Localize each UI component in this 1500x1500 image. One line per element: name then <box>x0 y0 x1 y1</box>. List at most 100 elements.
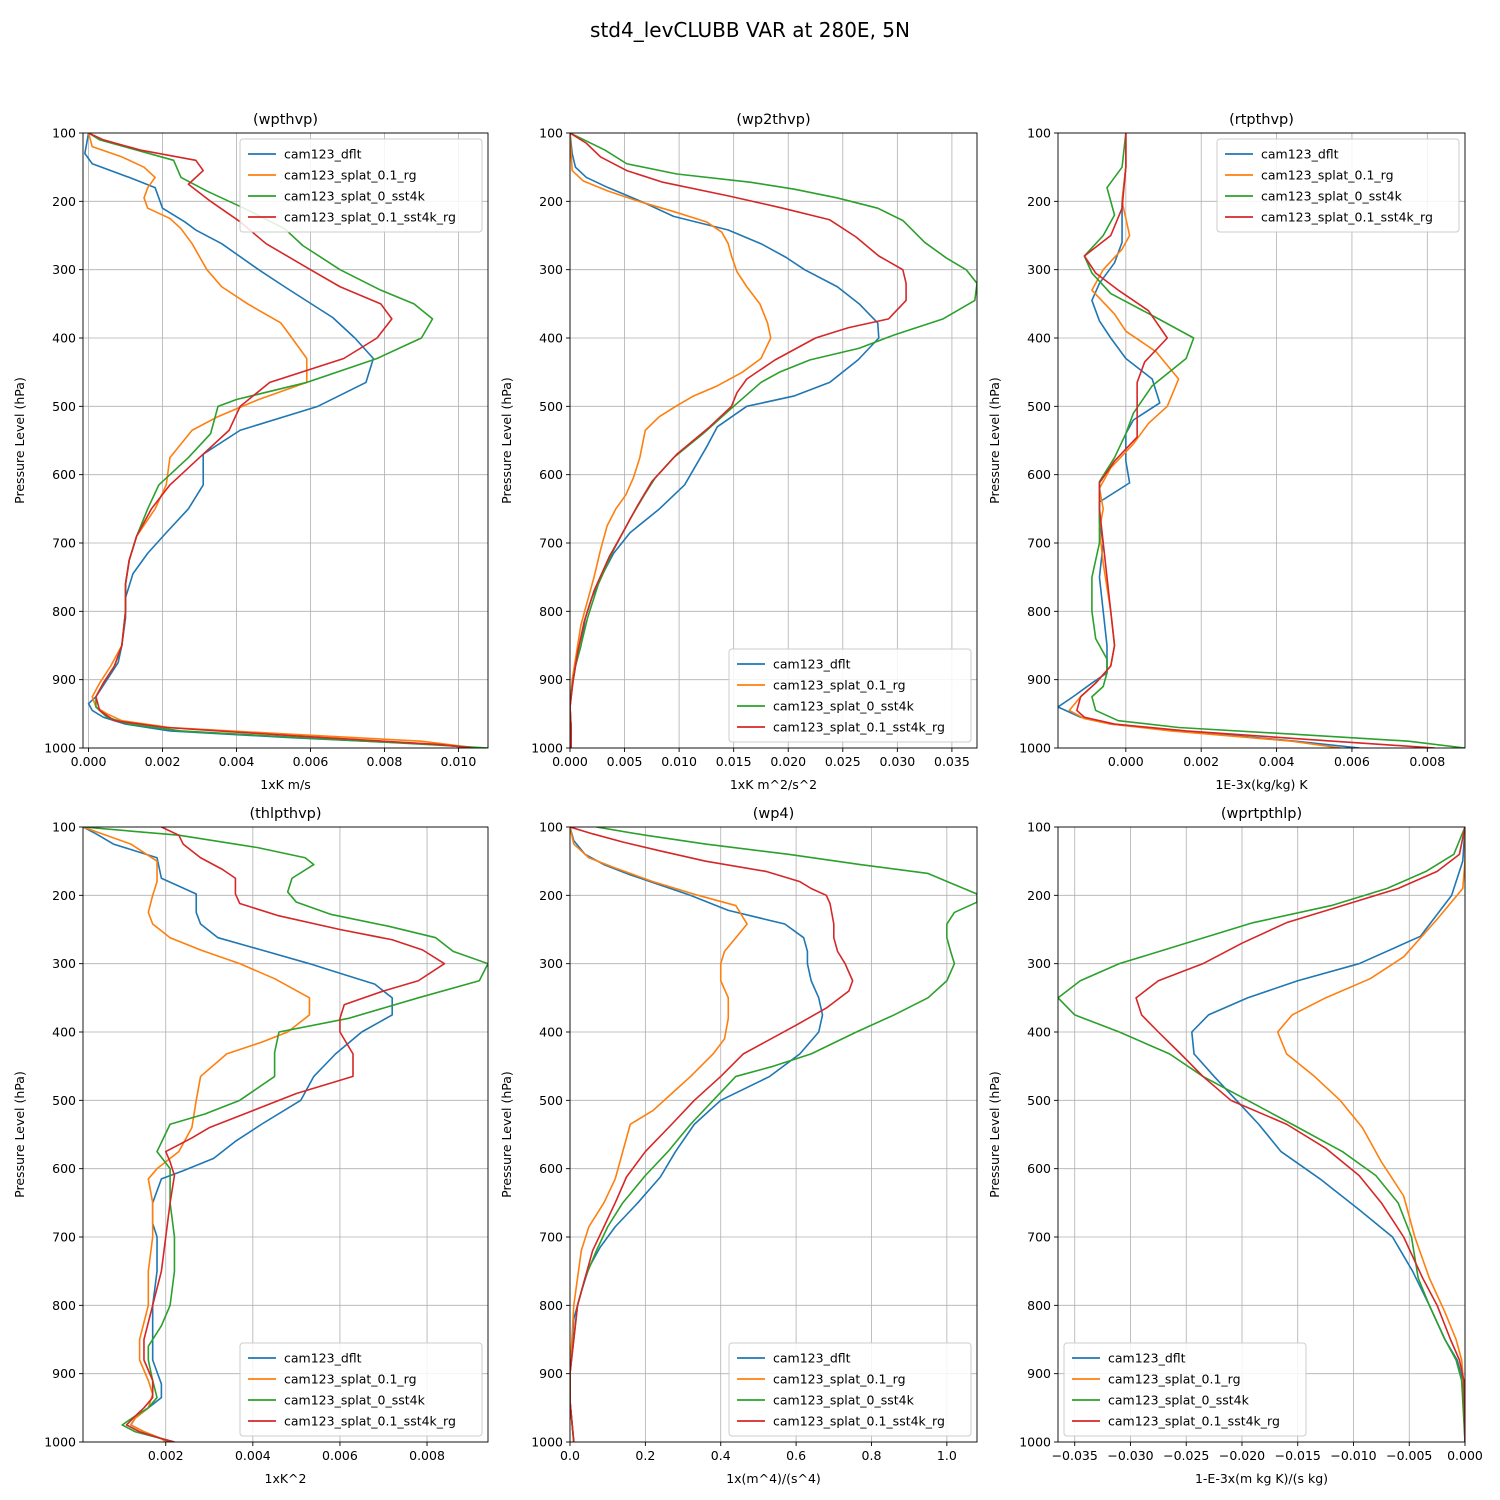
series-line-cam123_splat_0.1_sst4k_rg <box>88 133 474 748</box>
y-tick-label: 300 <box>539 956 563 971</box>
axes-frame <box>82 132 489 749</box>
subplot-1: 0.000 0.002 0.004 0.006 0.008 0.010 100 200 300 4… <box>12 112 489 792</box>
series-line-cam123_splat_0.1_sst4k_rg <box>570 133 907 748</box>
series-line-cam123_dflt <box>83 827 393 1442</box>
legend-box <box>728 1342 972 1437</box>
x-tick-label: 0.006 <box>322 1448 358 1463</box>
axes-frame <box>569 132 978 749</box>
series-line-cam123_splat_0.1_sst4k_rg <box>570 827 854 1442</box>
y-axis-label: Pressure Level (hPa) <box>12 1071 27 1198</box>
x-tick-label: 0.004 <box>219 754 255 769</box>
y-tick-label: 700 <box>539 1230 563 1245</box>
y-tick-label: 200 <box>539 194 563 209</box>
y-tick-label: 500 <box>539 399 563 414</box>
legend-entry: cam123_splat_0.1_sst4k_rg <box>284 210 456 225</box>
axes-frame <box>1057 132 1466 749</box>
y-tick-label: 100 <box>52 126 76 141</box>
x-tick-label: 0.000 <box>1108 754 1144 769</box>
series-line-cam123_splat_0_sst4k <box>83 827 488 1442</box>
panels: 0.000 0.002 0.004 0.006 0.008 0.010 100 200 300 4… <box>12 112 1483 1486</box>
x-axis-label: 1-E-3x(m kg K)/(s kg) <box>1195 1471 1328 1486</box>
series-line-cam123_splat_0_sst4k <box>1058 827 1465 1442</box>
series-group <box>1058 827 1465 1442</box>
subplot-title: (wprtpthlp) <box>1221 806 1302 822</box>
x-tick-label: 0.2 <box>635 1448 655 1463</box>
y-tick-label: 1000 <box>531 741 563 756</box>
y-tick-label: 200 <box>539 888 563 903</box>
x-tick-label: 0.000 <box>1447 1448 1483 1463</box>
x-tick-label: −0.035 <box>1052 1448 1098 1463</box>
x-tick-label: −0.005 <box>1386 1448 1432 1463</box>
x-tick-label: 0.6 <box>786 1448 806 1463</box>
y-tick-label: 400 <box>1027 331 1051 346</box>
y-tick-label: 500 <box>539 1093 563 1108</box>
figure-title: std4_levCLUBB VAR at 280E, 5N <box>590 18 910 42</box>
x-tick-label: 0.004 <box>1259 754 1295 769</box>
subplot-5: 0.0 0.2 0.4 0.6 0.8 1.0 100 200 300 400 500 600 700 8… <box>499 806 978 1486</box>
subplot-title: (rtpthvp) <box>1229 112 1294 128</box>
x-tick-label: −0.010 <box>1330 1448 1376 1463</box>
y-tick-label: 1000 <box>531 1435 563 1450</box>
x-tick-label: 0.000 <box>552 754 588 769</box>
legend-entry: cam123_splat_0_sst4k <box>1108 1393 1250 1408</box>
series-line-cam123_splat_0.1_sst4k_rg <box>125 827 446 1442</box>
subplot-2: 0.000 0.005 0.010 0.015 0.020 0.025 0.030 0.035… <box>499 112 978 792</box>
legend-entry: cam123_dflt <box>284 1351 362 1366</box>
x-axis-label: 1xK m/s <box>260 777 310 792</box>
series-group <box>1058 133 1465 748</box>
y-tick-label: 1000 <box>44 1435 76 1450</box>
legend-box <box>728 648 972 743</box>
legend: cam123_dflt cam123_splat_0.1_rg cam123_spl… <box>728 1342 972 1437</box>
legend-entry: cam123_splat_0_sst4k <box>773 699 915 714</box>
y-tick-label: 400 <box>539 1025 563 1040</box>
legend: cam123_dflt cam123_splat_0.1_rg cam123_spl… <box>1063 1342 1307 1437</box>
x-axis-label: 1x(m^4)/(s^4) <box>726 1471 821 1486</box>
x-tick-label: 0.008 <box>1409 754 1445 769</box>
y-tick-label: 800 <box>1027 604 1051 619</box>
legend-entry: cam123_splat_0.1_rg <box>284 1372 417 1387</box>
x-tick-label: 0.000 <box>71 754 107 769</box>
grid <box>83 132 488 749</box>
series-line-cam123_splat_0.1_sst4k_rg <box>1135 827 1465 1442</box>
y-tick-label: 700 <box>539 536 563 551</box>
y-tick-label: 100 <box>52 820 76 835</box>
subplot-3: 0.000 0.002 0.004 0.006 0.008 100 200 300 400 500… <box>987 112 1466 792</box>
series-line-cam123_splat_0.1_rg <box>1068 133 1341 748</box>
x-tick-label: 0.002 <box>145 754 181 769</box>
x-tick-label: −0.020 <box>1219 1448 1265 1463</box>
y-tick-label: 900 <box>539 1366 563 1381</box>
x-tick-label: 0.015 <box>716 754 752 769</box>
legend: cam123_dflt cam123_splat_0.1_rg cam123_spl… <box>728 648 972 743</box>
y-tick-label: 900 <box>539 672 563 687</box>
y-axis-label: Pressure Level (hPa) <box>499 1071 514 1198</box>
legend: cam123_dflt cam123_splat_0.1_rg cam123_spl… <box>239 138 483 233</box>
series-line-cam123_dflt <box>1058 133 1360 748</box>
y-tick-label: 300 <box>52 956 76 971</box>
legend-entry: cam123_splat_0_sst4k <box>773 1393 915 1408</box>
subplot-4: 0.002 0.004 0.006 0.008 100 200 300 400 500 600 70… <box>12 806 489 1486</box>
y-tick-label: 900 <box>52 672 76 687</box>
series-line-cam123_dflt <box>84 133 474 748</box>
legend-box <box>239 138 483 233</box>
x-tick-label: 0.025 <box>825 754 861 769</box>
y-tick-label: 300 <box>539 262 563 277</box>
grid <box>1058 826 1466 1443</box>
legend-entry: cam123_dflt <box>284 147 362 162</box>
y-tick-label: 700 <box>52 1230 76 1245</box>
legend: cam123_dflt cam123_splat_0.1_rg cam123_spl… <box>1216 138 1460 233</box>
y-tick-label: 300 <box>1027 956 1051 971</box>
legend-entry: cam123_splat_0.1_sst4k_rg <box>773 1414 945 1429</box>
y-tick-label: 600 <box>539 1161 563 1176</box>
subplot-title: (wp4) <box>753 806 795 822</box>
x-tick-label: −0.015 <box>1275 1448 1321 1463</box>
y-tick-label: 1000 <box>44 741 76 756</box>
y-axis-label: Pressure Level (hPa) <box>987 1071 1002 1198</box>
y-tick-label: 300 <box>1027 262 1051 277</box>
series-line-cam123_dflt <box>570 133 880 748</box>
y-tick-label: 1000 <box>1019 741 1051 756</box>
x-tick-label: 0.010 <box>441 754 477 769</box>
legend-entry: cam123_splat_0.1_sst4k_rg <box>1108 1414 1280 1429</box>
series-line-cam123_splat_0.1_sst4k_rg <box>1076 133 1435 748</box>
y-tick-label: 800 <box>1027 1298 1051 1313</box>
